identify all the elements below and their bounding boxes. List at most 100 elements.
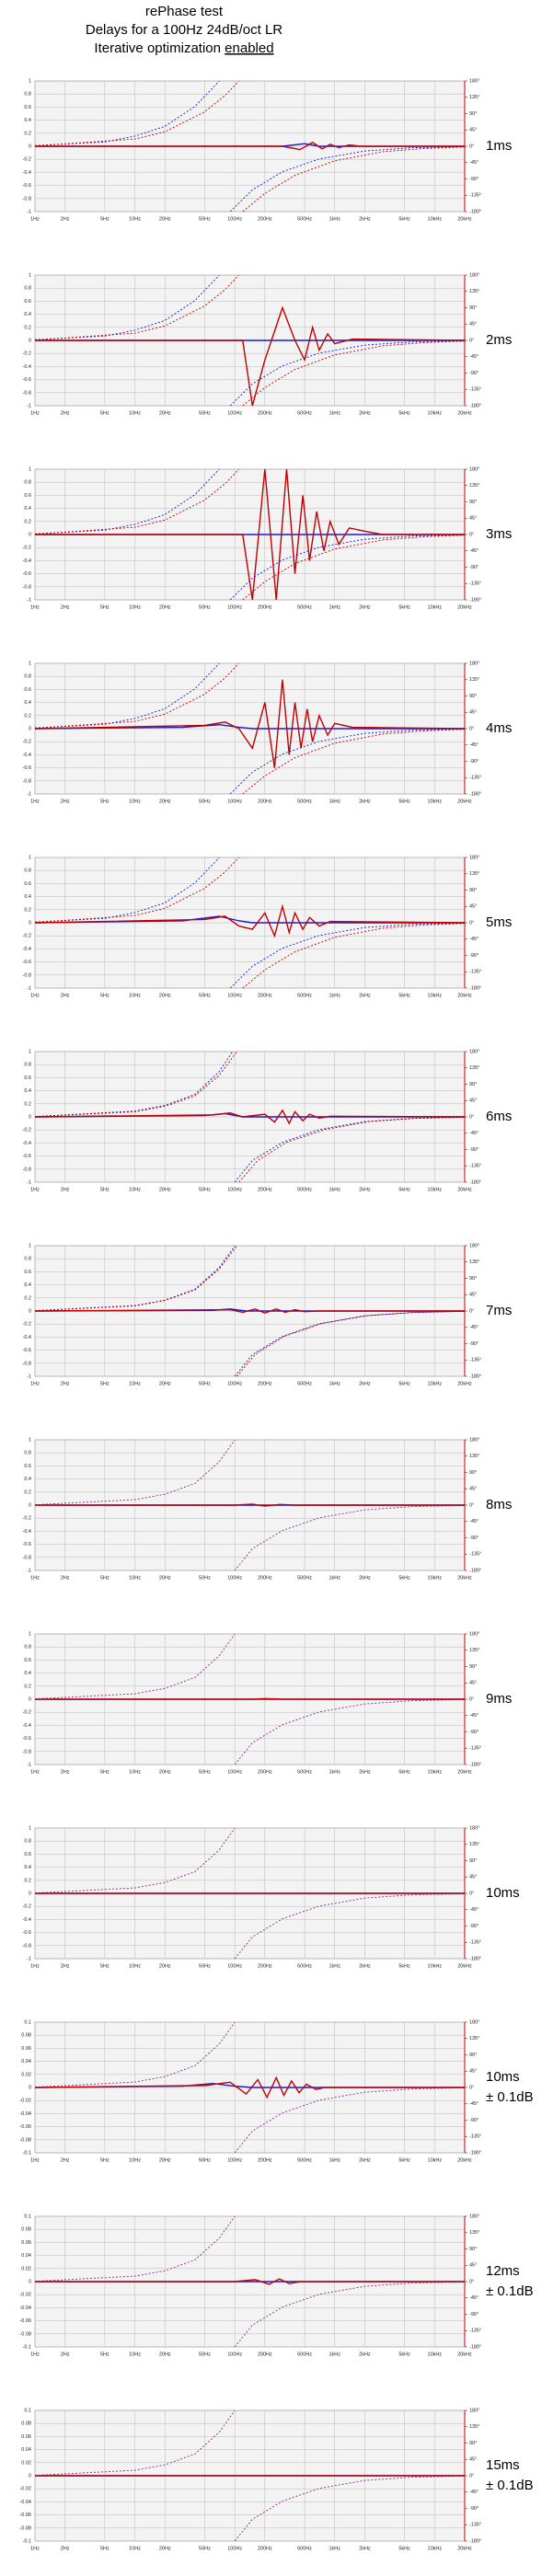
- y-tick-label: 0.06: [21, 2240, 31, 2246]
- y2-tick-label: -135°: [469, 776, 481, 781]
- x-tick-label: 2Hz: [61, 410, 70, 416]
- y2-tick-label: 90°: [469, 500, 477, 505]
- x-tick-label: 500Hz: [297, 1963, 312, 1969]
- x-tick-label: 100Hz: [227, 604, 242, 610]
- y2-tick-label: -135°: [469, 1746, 481, 1752]
- x-tick-label: 20kHz: [457, 2352, 472, 2357]
- y-tick-label: 1: [29, 1825, 31, 1831]
- y-tick-label: 0.8: [24, 286, 31, 292]
- x-tick-label: 500Hz: [297, 993, 312, 998]
- x-tick-label: 2Hz: [61, 216, 70, 222]
- chart-label: 10ms: [486, 2069, 520, 2085]
- y-tick-label: 0.2: [24, 1684, 31, 1689]
- y2-tick-label: -135°: [469, 581, 481, 587]
- y2-tick-label: 0°: [469, 2473, 474, 2478]
- x-tick-label: 20kHz: [457, 2546, 472, 2551]
- x-tick-label: 10kHz: [428, 1575, 443, 1581]
- x-tick-label: 50Hz: [199, 1769, 211, 1775]
- x-tick-label: 10Hz: [129, 1963, 141, 1969]
- y-tick-label: -0.02: [19, 2099, 31, 2104]
- y2-tick-label: 135°: [469, 1842, 479, 1847]
- y2-tick-label: 0°: [469, 1891, 474, 1896]
- y-tick-label: 1: [29, 661, 31, 666]
- response-line: [35, 724, 465, 730]
- y-tick-label: 0.1: [24, 2408, 31, 2413]
- response-line: [35, 305, 465, 406]
- x-tick-label: 2kHz: [359, 799, 371, 804]
- y-tick-label: 0.08: [21, 2227, 31, 2233]
- y-tick-label: 0.6: [24, 299, 31, 305]
- y-tick-label: 0.4: [24, 894, 31, 900]
- y-tick-label: 0.4: [24, 506, 31, 512]
- x-tick-label: 200Hz: [258, 2157, 272, 2163]
- phase-line: [35, 2022, 236, 2088]
- y2-tick-label: 180°: [469, 1631, 479, 1637]
- x-tick-label: 10kHz: [428, 2546, 443, 2551]
- y2-tick-label: 180°: [469, 466, 479, 472]
- y-tick-label: -0.2: [23, 157, 31, 163]
- x-tick-label: 200Hz: [258, 799, 272, 804]
- x-tick-label: 100Hz: [227, 410, 242, 416]
- x-tick-label: 20Hz: [159, 799, 171, 804]
- chart-label: ± 0.1dB: [486, 2089, 534, 2105]
- phase-line: [234, 2281, 465, 2347]
- x-tick-label: 1kHz: [329, 2157, 340, 2163]
- y-tick-label: 0.2: [24, 713, 31, 719]
- x-tick-label: 5kHz: [398, 216, 410, 222]
- y-tick-label: 0.4: [24, 1282, 31, 1288]
- x-tick-label: 2kHz: [359, 1769, 371, 1775]
- y2-tick-label: 45°: [469, 322, 477, 328]
- y-tick-label: 1: [29, 1243, 31, 1248]
- x-tick-label: 2kHz: [359, 2352, 371, 2357]
- y2-tick-label: -90°: [469, 1147, 479, 1153]
- y2-tick-label: -135°: [469, 193, 481, 199]
- y2-tick-label: 180°: [469, 1825, 479, 1831]
- x-tick-label: 5kHz: [398, 2546, 410, 2551]
- x-tick-label: 20kHz: [457, 2157, 472, 2163]
- chart-label: 15ms: [486, 2457, 520, 2473]
- y2-tick-label: -180°: [469, 597, 481, 603]
- y-tick-label: -0.4: [23, 364, 31, 370]
- y2-tick-label: -45°: [469, 742, 479, 748]
- y2-tick-label: -135°: [469, 2523, 481, 2528]
- x-tick-label: 500Hz: [297, 216, 312, 222]
- phase-line: [229, 534, 465, 600]
- y-tick-label: -0.2: [23, 546, 31, 551]
- chart-label: 5ms: [486, 914, 512, 930]
- y-tick-label: 0.2: [24, 131, 31, 136]
- y2-tick-label: 45°: [469, 904, 477, 910]
- y2-tick-label: -45°: [469, 937, 479, 942]
- y-tick-label: -0.4: [23, 947, 31, 952]
- y2-tick-label: -180°: [469, 209, 481, 214]
- x-tick-label: 5kHz: [398, 1575, 410, 1581]
- y-tick-label: 0.2: [24, 907, 31, 913]
- subtitle-text: Iterative optimization: [94, 40, 221, 56]
- phase-line: [229, 728, 465, 794]
- phase-line: [35, 1440, 236, 1506]
- x-tick-label: 100Hz: [227, 1963, 242, 1969]
- y2-tick-label: -45°: [469, 1907, 479, 1913]
- chart-label: 2ms: [486, 332, 512, 348]
- chart-label: 4ms: [486, 720, 512, 736]
- y2-tick-label: 45°: [469, 710, 477, 716]
- x-tick-label: 20kHz: [457, 216, 472, 222]
- y-tick-label: -0.8: [23, 1749, 31, 1754]
- y-tick-label: 0.6: [24, 493, 31, 499]
- x-tick-label: 50Hz: [199, 1187, 211, 1192]
- y2-tick-label: -135°: [469, 1164, 481, 1169]
- y2-tick-label: -180°: [469, 1956, 481, 1961]
- chart-label: ± 0.1dB: [486, 2478, 534, 2493]
- x-tick-label: 100Hz: [227, 1769, 242, 1775]
- y-tick-label: 0: [29, 726, 31, 731]
- x-tick-label: 500Hz: [297, 2157, 312, 2163]
- y2-tick-label: -135°: [469, 1358, 481, 1363]
- y2-tick-label: 135°: [469, 2424, 479, 2430]
- phase-line: [35, 663, 220, 729]
- y-tick-label: -0.08: [19, 2525, 31, 2531]
- y2-tick-label: 45°: [469, 2457, 477, 2463]
- x-tick-label: 10kHz: [428, 799, 443, 804]
- x-tick-label: 20kHz: [457, 1381, 472, 1386]
- x-tick-label: 5kHz: [398, 1769, 410, 1775]
